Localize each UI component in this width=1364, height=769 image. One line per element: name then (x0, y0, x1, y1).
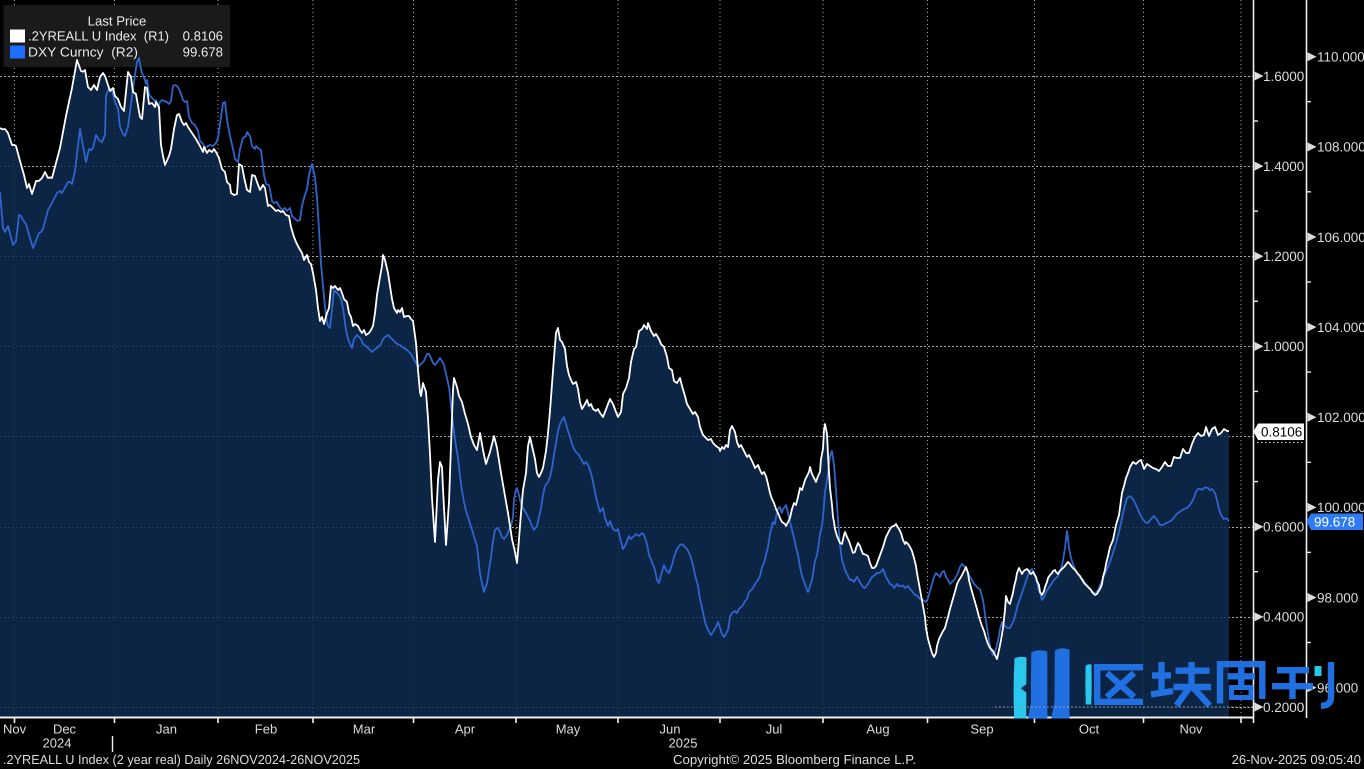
svg-text:1.2000: 1.2000 (1263, 249, 1304, 264)
svg-text:99.678: 99.678 (1314, 515, 1355, 530)
svg-text:0.4000: 0.4000 (1263, 610, 1304, 625)
svg-text:104.000: 104.000 (1317, 320, 1364, 335)
svg-text:Aug: Aug (866, 722, 889, 737)
svg-text:.2YREALL U Index (2 year real): .2YREALL U Index (2 year real) Daily 26N… (3, 752, 360, 767)
svg-text:Nov: Nov (1179, 722, 1203, 737)
svg-text:Copyright© 2025 Bloomberg Fina: Copyright© 2025 Bloomberg Finance L.P. (673, 752, 916, 767)
svg-text:Dec: Dec (53, 722, 77, 737)
svg-text:98.000: 98.000 (1317, 590, 1358, 605)
svg-text:108.000: 108.000 (1317, 140, 1364, 155)
svg-text:Nov: Nov (3, 722, 27, 737)
svg-text:DXY Curncy (R2): DXY Curncy (R2) (28, 45, 138, 60)
svg-text:.2YREALL U Index (R1): .2YREALL U Index (R1) (28, 29, 169, 44)
svg-text:1.0000: 1.0000 (1263, 339, 1304, 354)
svg-text:Jun: Jun (660, 722, 681, 737)
svg-text:Apr: Apr (455, 722, 476, 737)
svg-text:2024: 2024 (43, 736, 72, 751)
svg-text:Oct: Oct (1079, 722, 1100, 737)
svg-text:Jan: Jan (156, 722, 177, 737)
svg-text:Sep: Sep (970, 722, 993, 737)
svg-text:110.000: 110.000 (1317, 50, 1364, 65)
svg-text:1.4000: 1.4000 (1263, 159, 1304, 174)
svg-text:Mar: Mar (353, 722, 376, 737)
svg-text:106.000: 106.000 (1317, 230, 1364, 245)
svg-text:2025: 2025 (669, 736, 698, 751)
svg-text:1.6000: 1.6000 (1263, 69, 1304, 84)
svg-text:99.678: 99.678 (183, 45, 223, 60)
svg-text:102.000: 102.000 (1317, 410, 1364, 425)
svg-text:May: May (556, 722, 581, 737)
svg-text:0.8106: 0.8106 (1261, 425, 1302, 440)
svg-text:26-Nov-2025 09:05:40: 26-Nov-2025 09:05:40 (1232, 752, 1361, 767)
svg-text:100.000: 100.000 (1317, 500, 1364, 515)
svg-text:0.2000: 0.2000 (1263, 700, 1304, 715)
svg-text:96.000: 96.000 (1317, 681, 1358, 696)
svg-text:Jul: Jul (766, 722, 783, 737)
svg-text:Feb: Feb (255, 722, 277, 737)
svg-text:0.6000: 0.6000 (1263, 520, 1304, 535)
svg-text:Last Price: Last Price (88, 14, 147, 29)
svg-text:0.8106: 0.8106 (183, 29, 223, 44)
